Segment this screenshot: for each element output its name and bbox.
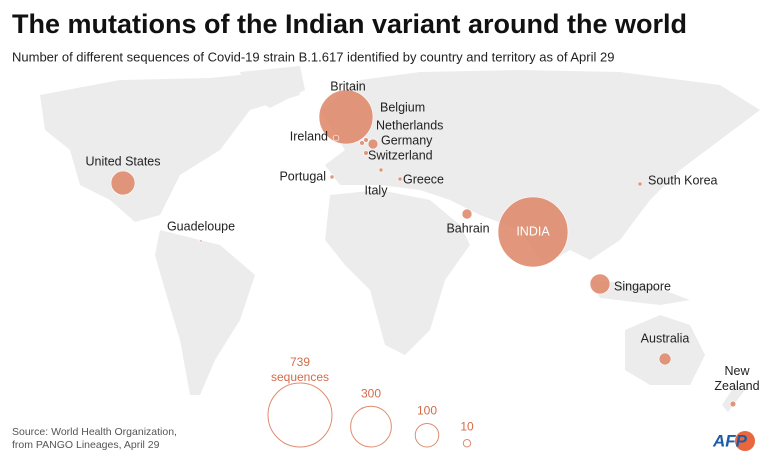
bubble [329,174,335,180]
logo: AFP [712,431,748,450]
country-label: Bahrain [446,221,489,235]
country-label: Portugal [279,169,326,183]
bubble [199,239,203,243]
source-line: from PANGO Lineages, April 29 [12,439,160,451]
bubble [363,150,369,156]
country-label: New Zealand [714,364,759,393]
australia [625,315,705,385]
country-label: Britain [330,79,365,93]
country-label: Belgium [380,100,425,114]
country-label: INDIA [516,224,550,238]
bubble [497,196,569,268]
country-label: Ireland [290,129,328,143]
bubble [729,400,737,408]
new-zealand [722,385,745,412]
country-label: Australia [641,331,690,345]
legend-circle [462,439,472,448]
legend-circle [414,422,440,448]
europe-asia [320,70,760,265]
north-america [40,70,300,222]
world-map [40,66,760,412]
country-label: South Korea [648,173,718,187]
bubble [658,352,672,366]
bubble [332,134,340,142]
bubble [461,208,473,220]
country-label: Guadeloupe [167,219,235,233]
bubble [363,137,369,143]
legend-value: 739 [290,355,310,369]
bubble [367,138,379,150]
legend-value: 100 [417,404,437,418]
country-label: Germany [381,133,433,147]
country-label: Switzerland [368,148,433,162]
country-label: Singapore [614,279,671,293]
legend-circle [267,382,333,448]
legend-unit: sequences [271,370,329,384]
subtitle: Number of different sequences of Covid-1… [12,49,614,64]
indonesia [590,280,690,305]
legend-value: 300 [361,386,381,400]
south-america [155,230,255,395]
bubble [110,170,136,196]
logo-dot [735,431,755,451]
country-label: Italy [365,183,389,197]
source-line: Source: World Health Organization, [12,426,177,438]
legend-value: 10 [460,420,474,434]
legend-circle [350,405,392,448]
bubble [318,89,374,145]
bubble [378,167,384,173]
country-label: Greece [403,172,444,186]
country-label: United States [85,154,160,168]
bubble [589,273,611,295]
title: The mutations of the Indian variant arou… [12,9,687,39]
country-label: Netherlands [376,118,443,132]
bubble [397,176,403,182]
bubble [359,140,365,146]
bubble [637,181,643,187]
greenland [240,66,305,108]
africa [325,190,470,355]
